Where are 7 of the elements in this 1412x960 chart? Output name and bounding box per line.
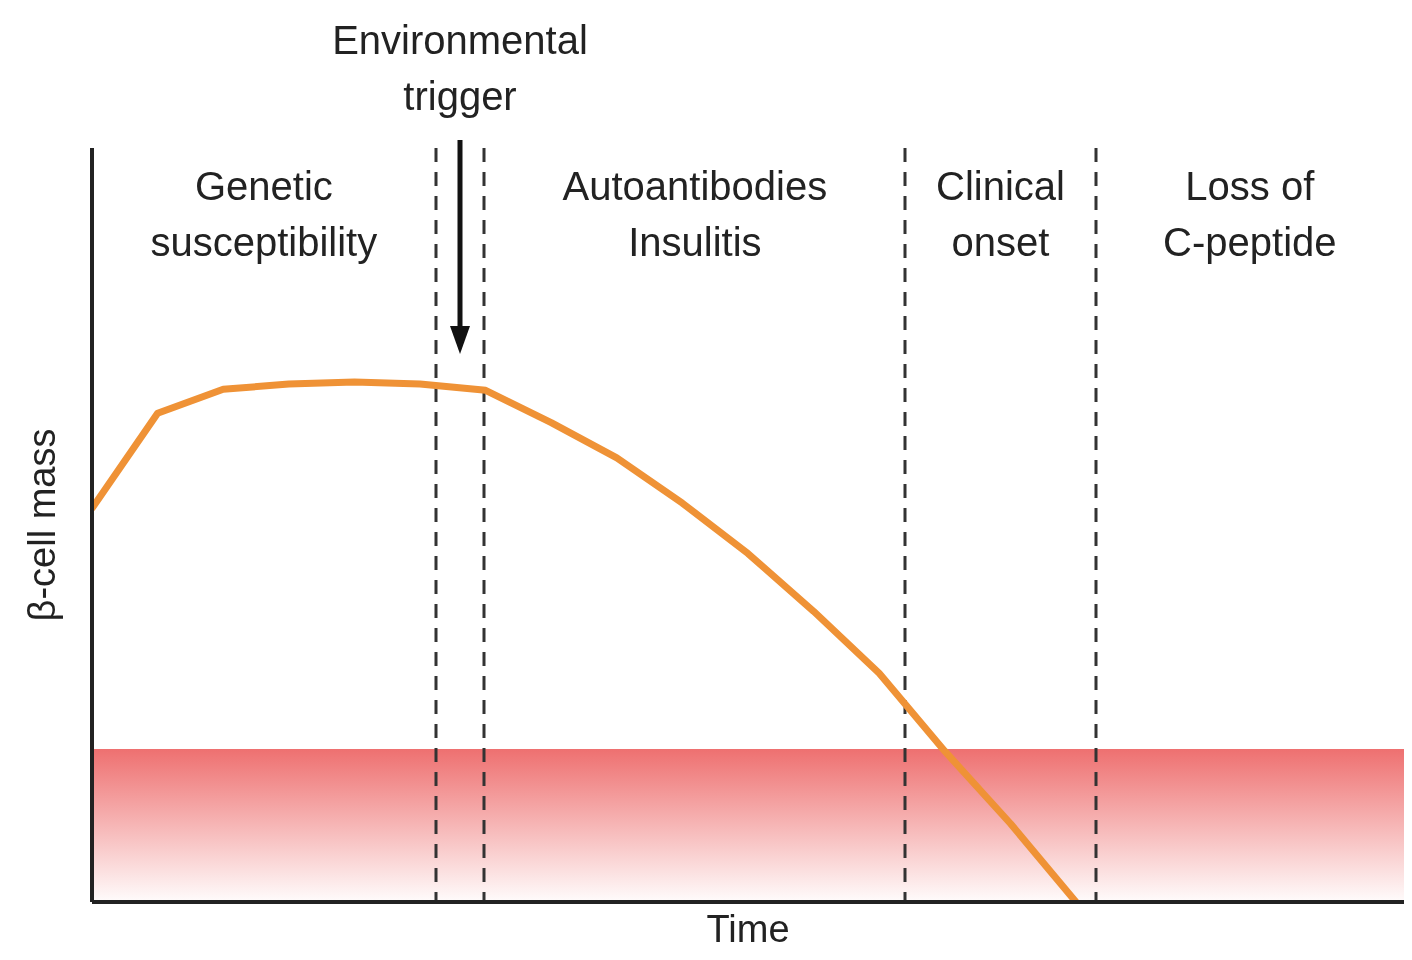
- x-axis-title: Time: [706, 908, 790, 951]
- text: Autoantibodies Insulitis: [562, 163, 828, 266]
- y-axis-title: β-cell mass: [20, 428, 64, 622]
- text: Clinical onset: [936, 163, 1066, 266]
- text: Loss of C-peptide: [1163, 163, 1337, 266]
- text: Genetic susceptibility: [150, 163, 378, 266]
- text: Environmental trigger: [332, 17, 588, 120]
